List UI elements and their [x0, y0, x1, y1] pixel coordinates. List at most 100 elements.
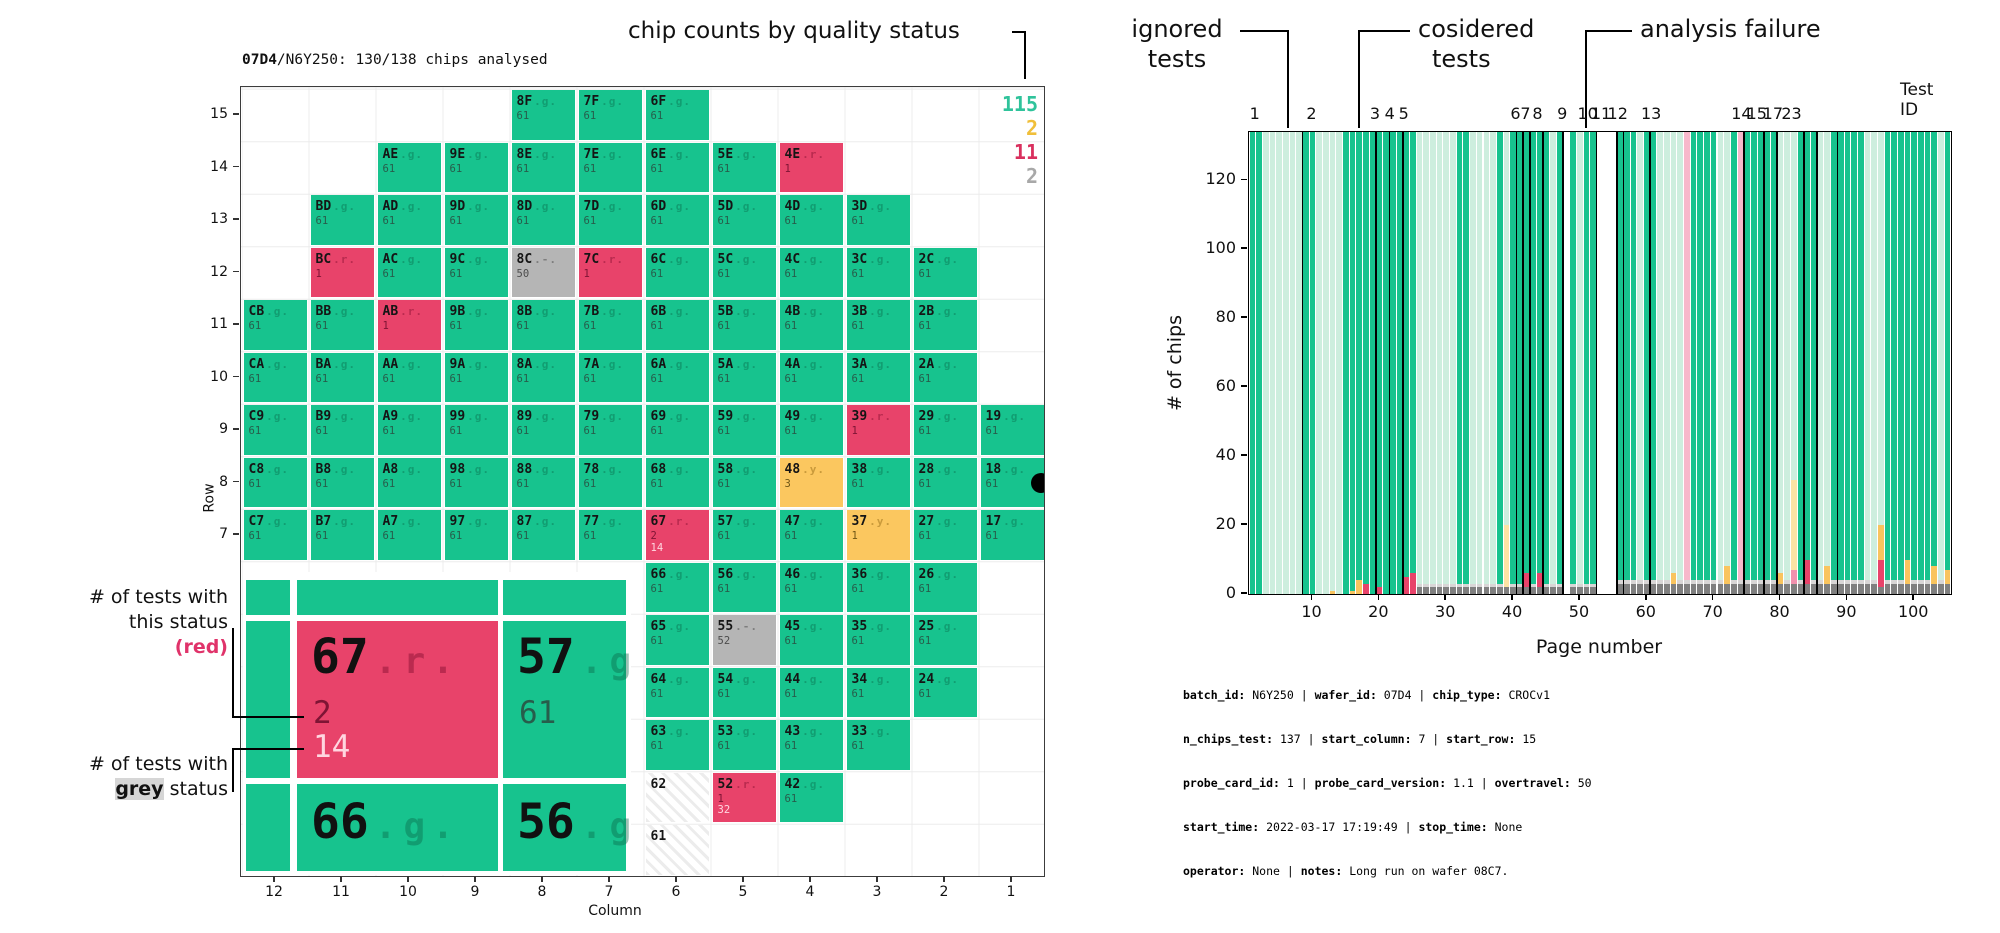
wafer-cell-status: .g. [266, 515, 290, 529]
wafer-cell-id: 89 [516, 409, 533, 425]
bar-page-2 [1256, 132, 1262, 594]
wafer-cell-28: 28 .g. 61 [913, 457, 977, 508]
wafer-cell-head: 2A .g. [919, 356, 977, 371]
wafer-cell-status: .g. [735, 252, 759, 266]
wafer-cell-count: 61 [382, 425, 396, 438]
bar-segment-dg [1884, 583, 1891, 594]
wafer-cell-status: .g. [869, 725, 893, 739]
wafer-cell-status: .g. [869, 462, 893, 476]
wafer-cell-id: 33 [851, 724, 868, 740]
bar-page-62 [1657, 132, 1663, 581]
wafer-cell-head: 28 .g. [919, 461, 977, 476]
bar-page-80 [1777, 132, 1784, 574]
bar-segment-lg [1864, 580, 1871, 584]
wafer-cell-head: 9C .g. [450, 251, 508, 266]
wafer-cell-id: 52 [717, 776, 734, 792]
wafer-cell-id: 7B [583, 304, 600, 320]
bar-page-101 [1918, 132, 1924, 581]
wafer-cell-head: 68 .g. [651, 461, 709, 476]
x-tick-label: 30 [1435, 602, 1456, 621]
bar-page-15 [1343, 132, 1349, 594]
wafer-cell-count: 61 [382, 267, 396, 280]
wafer-cell-count: 61 [650, 477, 664, 490]
bar-segment-y [1824, 566, 1831, 584]
bar-segment-dg [1510, 587, 1516, 594]
bar-page-74 [1737, 132, 1744, 581]
wafer-cell-8F: 8F .g. 61 [511, 90, 575, 140]
wafer-cell-status: .g. [534, 147, 558, 161]
annotation-red-word: (red) [174, 636, 228, 658]
wafer-cell-head: 42 .g. [785, 776, 843, 791]
wafer-cell-count: 61 [516, 215, 530, 228]
wafer-cell-head: 6B .g. [651, 303, 709, 318]
bar-segment-y [1329, 590, 1336, 594]
wafer-cell-status: .g. [936, 410, 960, 424]
wafer-cell-id: 7C [583, 251, 600, 267]
wafer-cell-97: 97 .g. 61 [444, 510, 508, 560]
wafer-cell-head: 62 [651, 776, 709, 791]
wafer-cell-status: .g. [735, 672, 759, 686]
wafer-cell-id: AA [382, 356, 399, 372]
wafer-cell-44: 44 .g. 61 [779, 667, 843, 718]
wafer-cell-status: .g. [400, 515, 424, 529]
wafer-cell-6A: 6A .g. 61 [645, 352, 709, 403]
wafer-cell-BD: BD .g. 61 [310, 195, 374, 245]
wafer-cell-id: 2B [918, 304, 935, 320]
bar-segment-lg [1851, 580, 1857, 584]
wafer-cell-head: 29 .g. [919, 408, 977, 423]
wafer-cell-count: 61 [650, 110, 664, 123]
wafer-cell-head: 69 .g. [651, 408, 709, 423]
wafer-cell-id: BB [315, 304, 332, 320]
metadata-line: start_time: 2022-03-17 17:19:49 | stop_t… [1183, 820, 1523, 834]
y-tick-label: 0 [1225, 583, 1236, 602]
bar-page-61 [1650, 132, 1657, 581]
bar-page-65 [1677, 132, 1684, 581]
wafer-cell-C9: C9 .g. 61 [243, 405, 307, 455]
wafer-cell-head: B9 .g. [316, 408, 374, 423]
bar-segment-dg [1904, 583, 1911, 594]
wafer-cell-39: 39 .r. 1 [846, 405, 910, 455]
bar-segment-lg [1583, 583, 1590, 588]
wafer-cell-status: .g. [333, 357, 357, 371]
wafer-cell-status: .g. [601, 515, 625, 529]
annotation-text: tests [1147, 45, 1207, 73]
wafer-cell-count: 61 [851, 267, 865, 280]
y-tick-label: 14 [210, 158, 228, 175]
wafer-cell-count: 1 [851, 530, 858, 543]
x-tick-label: 80 [1769, 602, 1790, 621]
bar-segment-lg [1483, 583, 1490, 588]
x-tick [1845, 594, 1848, 600]
wafer-cell-count: 61 [449, 530, 463, 543]
metadata-key: chip_type: [1432, 688, 1502, 702]
wafer-cell-count: 61 [918, 635, 932, 648]
bar-segment-lg [1938, 580, 1944, 584]
wafer-cell-count: 61 [918, 582, 932, 595]
bar-segment-lg [1891, 580, 1897, 584]
bar-segment-dg [1857, 583, 1864, 594]
bar-segment-lg [1630, 580, 1637, 584]
bar-segment-dg [1851, 583, 1857, 594]
wafer-cell-id: 5D [717, 199, 734, 215]
wafer-cell-id: 4C [784, 251, 801, 267]
bar-segment-dg [1931, 583, 1938, 594]
bar-segment-dg [1837, 583, 1844, 594]
wafer-cell-head: 99 .g. [450, 408, 508, 423]
bar-page-38 [1496, 132, 1503, 584]
bar-page-89 [1837, 132, 1844, 581]
wafer-cell-49: 49 .g. 61 [779, 405, 843, 455]
bar-page-105 [1944, 132, 1951, 570]
y-tick-label: 40 [1215, 445, 1236, 465]
bar-segment-dg [1664, 583, 1670, 594]
wafer-cell-count: 61 [717, 267, 731, 280]
wafer-cell-63: 63 .g. 61 [645, 720, 709, 770]
wafer-cell-count: 2 [650, 530, 657, 543]
bar-segment-dg [1684, 583, 1690, 594]
bar-segment-dg [1677, 583, 1684, 594]
metadata-key: stop_time: [1418, 820, 1488, 834]
annotation-line [232, 748, 234, 792]
wafer-cell-98: 98 .g. 61 [444, 457, 508, 508]
wafer-cell-id: 8B [516, 304, 533, 320]
wafer-cell-count: 61 [717, 162, 731, 175]
x-tick [1310, 594, 1313, 600]
wafer-cell-45: 45 .g. 61 [779, 615, 843, 665]
